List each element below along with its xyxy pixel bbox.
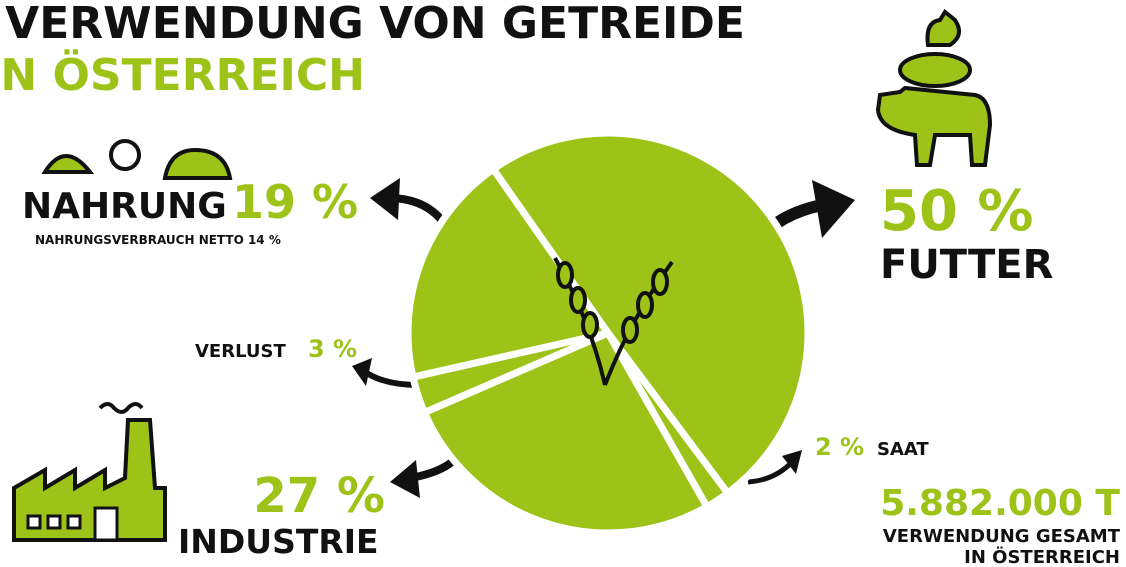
croissant-icon (45, 156, 90, 172)
annotation: NAHRUNGSVERBRAUCH NETTO 14 % (35, 233, 281, 247)
value-label: 27 % (253, 468, 385, 524)
category-label: VERLUST (195, 341, 286, 362)
grain (558, 263, 572, 287)
category-label: FUTTER (880, 242, 1053, 288)
chicken-icon (928, 12, 960, 45)
subtitle: IN ÖSTERREICH (0, 48, 365, 101)
arrow-head (812, 180, 855, 238)
window (68, 516, 80, 528)
category-label: NAHRUNG (22, 186, 227, 227)
category-label: SAAT (877, 439, 929, 460)
bun-icon (165, 150, 230, 178)
smoke (100, 404, 142, 412)
total: 5.882.000 T (880, 483, 1120, 524)
door (95, 508, 117, 540)
total-label: IN ÖSTERREICH (964, 546, 1120, 567)
total-label: VERWENDUNG GESAMT (883, 526, 1121, 547)
cow-icon (878, 88, 990, 165)
grain (623, 318, 637, 342)
grain (638, 293, 652, 317)
infographic: VERWENDUNG VON GETREIDE IN ÖSTERREICH NA… (0, 0, 1126, 567)
pig-icon (900, 54, 970, 86)
pie (408, 133, 808, 533)
value-label: 3 % (308, 335, 357, 363)
arrow-head (370, 178, 400, 220)
grain (583, 313, 597, 337)
value-label: 19 % (232, 175, 358, 229)
value-label: 2 % (815, 433, 864, 461)
category-label: INDUSTRIE (178, 522, 379, 561)
value-label: 50 % (880, 179, 1034, 244)
window (48, 516, 60, 528)
arrow-head (390, 460, 420, 498)
grain (653, 270, 667, 294)
window (28, 516, 40, 528)
pretzel-icon (111, 141, 139, 169)
title: VERWENDUNG VON GETREIDE (5, 0, 745, 49)
grain (571, 288, 585, 312)
